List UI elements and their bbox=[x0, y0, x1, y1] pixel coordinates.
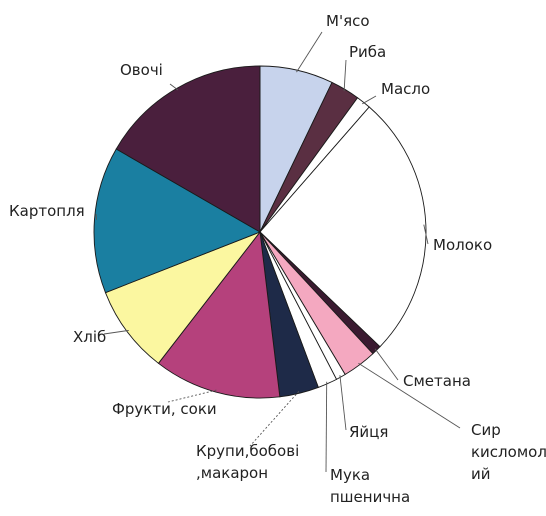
leader-line-масло bbox=[362, 95, 377, 105]
slice-label-фрукти-соки: Фрукти, соки bbox=[112, 400, 217, 418]
slice-label-м-ясо: М'ясо bbox=[326, 12, 370, 30]
pie-slice-молоко bbox=[259, 106, 427, 348]
pie-slice-картопля bbox=[93, 148, 262, 294]
slice-label-картопля: Картопля bbox=[9, 202, 85, 220]
slice-label-масло: Масло bbox=[381, 80, 430, 98]
pie-slice-хліб bbox=[104, 230, 262, 364]
leader-line-яйця bbox=[339, 375, 347, 431]
leader-lines bbox=[95, 31, 461, 473]
pie-slices bbox=[93, 65, 427, 399]
slice-label-хліб: Хліб bbox=[73, 328, 106, 346]
slice-label-крупи-бобові-макарон: Крупи,бобові ,макарон bbox=[196, 442, 299, 482]
pie-slice-фрукти-соки bbox=[157, 230, 281, 399]
leader-line-м-ясо bbox=[296, 31, 323, 73]
leader-line-мука-пшенична bbox=[325, 381, 328, 473]
slice-label-риба: Риба bbox=[349, 43, 386, 61]
slice-label-мука-пшенична: Мука пшенична bbox=[330, 466, 410, 506]
leader-line-сир-кисломолочний bbox=[358, 362, 461, 429]
leader-line-хліб bbox=[103, 329, 129, 335]
leader-line-молоко bbox=[423, 224, 429, 245]
slice-label-яйця: Яйця bbox=[349, 423, 388, 441]
slice-label-сметана: Сметана bbox=[403, 372, 471, 390]
leader-line-сметана bbox=[374, 348, 399, 381]
slice-label-молоко: Молоко bbox=[433, 236, 492, 254]
leader-line-овочі bbox=[169, 83, 179, 91]
leader-line-картопля bbox=[95, 213, 97, 220]
slice-labels: М'ясо Риба Масло Молоко Сметана Сиркисломолоч… bbox=[9, 12, 546, 506]
slice-label-овочі: Овочі bbox=[120, 61, 163, 79]
leader-line-фрукти-соки bbox=[167, 389, 217, 403]
leader-line-крупи-бобові-макарон bbox=[249, 391, 300, 447]
pie-slice-овочі bbox=[115, 65, 261, 233]
leader-line-риба bbox=[343, 59, 347, 92]
slice-label-сир-кисломолочний: Сиркисломолочний bbox=[471, 421, 546, 483]
